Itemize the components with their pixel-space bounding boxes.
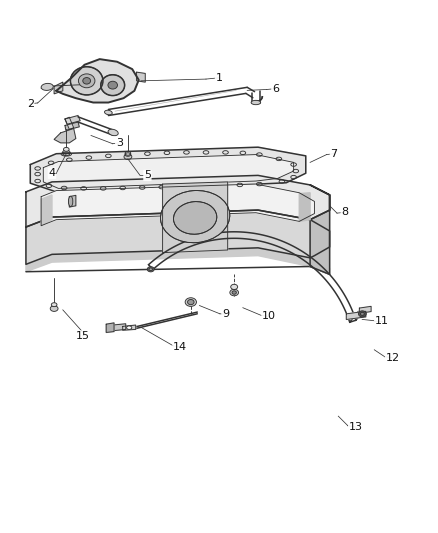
Polygon shape — [41, 195, 52, 225]
Ellipse shape — [51, 303, 57, 306]
Ellipse shape — [149, 268, 152, 271]
Ellipse shape — [360, 312, 364, 316]
Ellipse shape — [125, 151, 131, 155]
Polygon shape — [310, 185, 330, 274]
Polygon shape — [65, 117, 74, 130]
Text: 10: 10 — [262, 311, 276, 321]
Text: 9: 9 — [222, 309, 229, 319]
Polygon shape — [123, 325, 136, 330]
Polygon shape — [26, 210, 330, 264]
Polygon shape — [106, 323, 114, 333]
Ellipse shape — [71, 67, 103, 95]
Text: 15: 15 — [75, 331, 89, 341]
Polygon shape — [41, 184, 314, 225]
Polygon shape — [162, 182, 228, 253]
Polygon shape — [65, 116, 80, 124]
Polygon shape — [69, 196, 76, 207]
Text: 2: 2 — [27, 99, 34, 109]
Ellipse shape — [231, 284, 238, 289]
Ellipse shape — [41, 83, 53, 91]
Text: 11: 11 — [374, 316, 389, 326]
Ellipse shape — [187, 300, 194, 305]
Text: 6: 6 — [272, 84, 279, 94]
Polygon shape — [54, 82, 63, 94]
Polygon shape — [113, 324, 126, 330]
Ellipse shape — [230, 289, 239, 296]
Ellipse shape — [64, 148, 69, 151]
Polygon shape — [54, 128, 76, 143]
Polygon shape — [57, 59, 139, 102]
Ellipse shape — [251, 100, 261, 104]
Polygon shape — [137, 72, 145, 82]
Ellipse shape — [62, 150, 70, 156]
Text: 12: 12 — [385, 353, 399, 362]
Ellipse shape — [185, 298, 196, 306]
Ellipse shape — [83, 78, 91, 84]
Text: 1: 1 — [215, 73, 223, 83]
Ellipse shape — [68, 196, 73, 207]
Polygon shape — [299, 193, 310, 221]
Polygon shape — [26, 248, 330, 274]
Ellipse shape — [78, 74, 95, 88]
Ellipse shape — [105, 110, 112, 115]
Polygon shape — [346, 311, 366, 319]
Ellipse shape — [147, 266, 154, 272]
Ellipse shape — [160, 190, 230, 243]
Polygon shape — [359, 306, 371, 313]
Polygon shape — [26, 175, 330, 227]
Ellipse shape — [50, 306, 58, 311]
Ellipse shape — [358, 311, 366, 317]
Text: 7: 7 — [330, 149, 338, 159]
Polygon shape — [30, 147, 306, 192]
Text: 14: 14 — [173, 342, 187, 352]
Ellipse shape — [127, 326, 132, 329]
Ellipse shape — [101, 75, 125, 95]
Polygon shape — [43, 155, 293, 188]
Text: 3: 3 — [116, 138, 123, 148]
Ellipse shape — [108, 81, 117, 89]
Ellipse shape — [108, 129, 118, 136]
Ellipse shape — [173, 201, 217, 234]
Text: 5: 5 — [144, 171, 151, 180]
Text: 13: 13 — [349, 422, 363, 432]
Ellipse shape — [232, 291, 237, 294]
Polygon shape — [65, 122, 79, 130]
Text: 4: 4 — [49, 168, 56, 178]
Text: 8: 8 — [341, 207, 348, 217]
Ellipse shape — [124, 154, 132, 159]
